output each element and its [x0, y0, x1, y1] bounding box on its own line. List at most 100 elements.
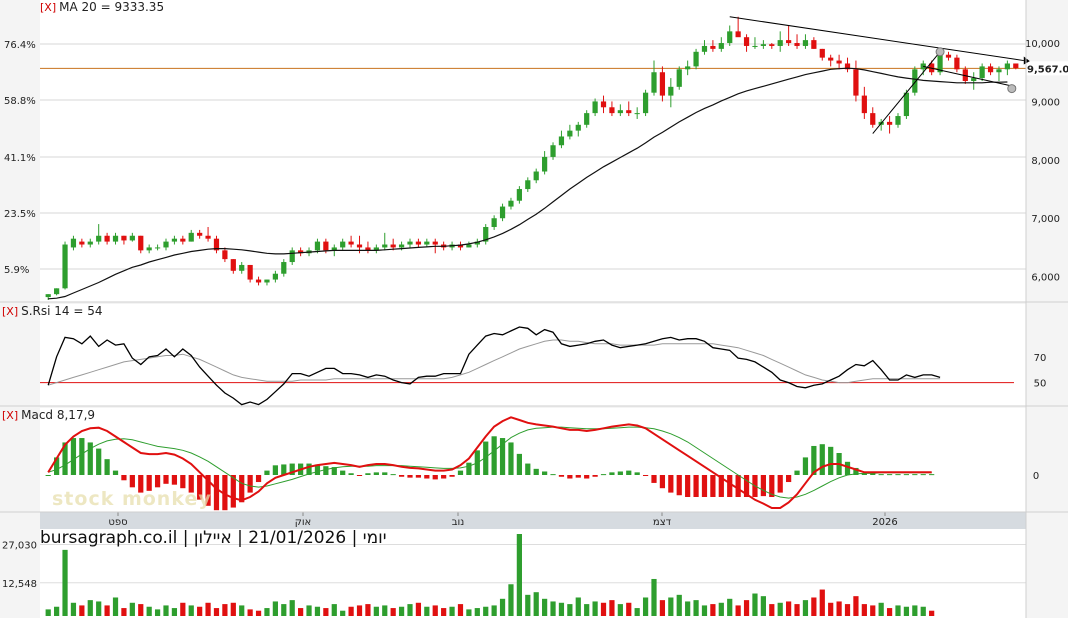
volume-bar	[634, 608, 640, 616]
candle-body	[735, 31, 741, 38]
candle-body	[382, 244, 388, 248]
macd-panel-label: [X] Macd 8,17,9	[2, 408, 95, 422]
candle-body	[54, 288, 60, 295]
candle-body	[971, 78, 977, 81]
candle-body	[659, 72, 666, 96]
candle-body	[239, 264, 245, 271]
macd-histogram-bar	[676, 475, 682, 496]
candle-body	[870, 113, 876, 125]
macd-histogram-bar	[407, 475, 413, 478]
macd-histogram-bar	[802, 457, 809, 475]
volume-bar	[584, 604, 590, 616]
candle-body	[483, 227, 489, 242]
macd-histogram-bar	[457, 470, 464, 475]
candle-body	[213, 238, 220, 251]
candle-body	[457, 244, 464, 248]
macd-histogram-bar	[811, 445, 817, 475]
macd-panel-close-icon[interactable]: [X]	[2, 409, 19, 422]
volume-bar	[466, 609, 472, 616]
anchor-handle-icon	[935, 47, 945, 57]
volume-bar	[701, 605, 708, 616]
volume-bar	[449, 606, 455, 616]
candle-body	[491, 218, 497, 227]
macd-histogram-bar	[701, 475, 708, 497]
macd-histogram-bar	[62, 442, 68, 475]
volume-panel-bg	[40, 529, 1026, 618]
macd-histogram-bar	[54, 457, 60, 475]
volume-bar	[828, 602, 834, 616]
volume-bar	[104, 605, 110, 616]
macd-histogram-bar	[441, 475, 447, 479]
candle-body	[197, 232, 203, 236]
volume-bar	[255, 610, 262, 616]
candle-body	[365, 247, 371, 251]
volume-bar	[508, 584, 514, 616]
macd-histogram-bar	[264, 470, 270, 475]
volume-bar	[415, 602, 422, 616]
macd-histogram-bar	[575, 475, 581, 478]
footer-caption: יומי | 21/01/2026 | איילון | bursagraph.…	[40, 528, 387, 548]
volume-bar	[239, 605, 245, 616]
macd-histogram-bar	[760, 475, 766, 497]
macd-histogram-bar	[390, 474, 396, 476]
price-panel-close-icon[interactable]: [X]	[40, 1, 57, 14]
volume-bar	[617, 604, 623, 616]
candle-body	[121, 235, 127, 241]
volume-bar	[441, 608, 447, 616]
ma-label: MA 20 = 9333.35	[59, 0, 165, 14]
candle-body	[272, 273, 278, 280]
x-axis-band	[40, 512, 1026, 529]
macd-histogram-bar	[693, 475, 699, 497]
candle-body	[567, 130, 573, 137]
rsi-panel-label: [X] S.Rsi 14 = 54	[2, 304, 103, 318]
volume-bar	[180, 602, 186, 616]
volume-bar	[491, 605, 497, 616]
macd-histogram-bar	[743, 475, 750, 497]
candle-body	[104, 235, 110, 242]
candle-body	[844, 63, 851, 70]
candle-body	[323, 241, 329, 251]
candle-body	[138, 235, 144, 251]
volume-bar	[575, 597, 581, 616]
volume-bar	[786, 601, 792, 616]
macd-histogram-bar	[819, 444, 825, 475]
candle-body	[188, 232, 194, 242]
macd-histogram-bar	[180, 475, 186, 489]
volume-bar	[306, 605, 312, 616]
candle-body	[819, 48, 825, 58]
volume-bar	[542, 598, 548, 616]
volume-bar	[600, 602, 607, 616]
volume-bar	[457, 604, 464, 616]
candle-body	[154, 247, 161, 249]
volume-bar	[62, 549, 68, 616]
volume-bar	[314, 606, 321, 616]
candle-body	[525, 180, 531, 190]
price-tick-label: 10,000	[1025, 39, 1060, 50]
macd-histogram-bar	[138, 475, 144, 493]
candle-body	[794, 43, 800, 46]
rsi-label: S.Rsi 14 = 54	[21, 304, 103, 318]
rsi-panel-close-icon[interactable]: [X]	[2, 305, 19, 318]
fib-tick-label: 76.4%	[4, 40, 36, 51]
macd-histogram-bar	[668, 475, 674, 493]
macd-histogram-bar	[853, 467, 859, 475]
volume-bar	[424, 606, 430, 616]
candle-body	[760, 44, 766, 46]
arrow-icon	[1023, 56, 1030, 65]
volume-bar	[96, 601, 102, 616]
volume-bar	[651, 578, 657, 616]
candle-body	[802, 40, 809, 46]
macd-histogram-bar	[197, 475, 203, 500]
macd-histogram-bar	[171, 475, 178, 485]
macd-histogram-bar	[609, 472, 615, 475]
volume-bar	[920, 606, 926, 616]
macd-histogram-bar	[550, 474, 556, 476]
macd-histogram-bar	[870, 473, 876, 475]
macd-histogram-bar	[365, 473, 371, 475]
candle-body	[903, 92, 910, 117]
candle-body	[693, 51, 699, 67]
macd-histogram-bar	[239, 475, 245, 503]
candle-body	[609, 107, 615, 114]
volume-bar	[903, 606, 910, 616]
candle-body	[979, 66, 985, 79]
